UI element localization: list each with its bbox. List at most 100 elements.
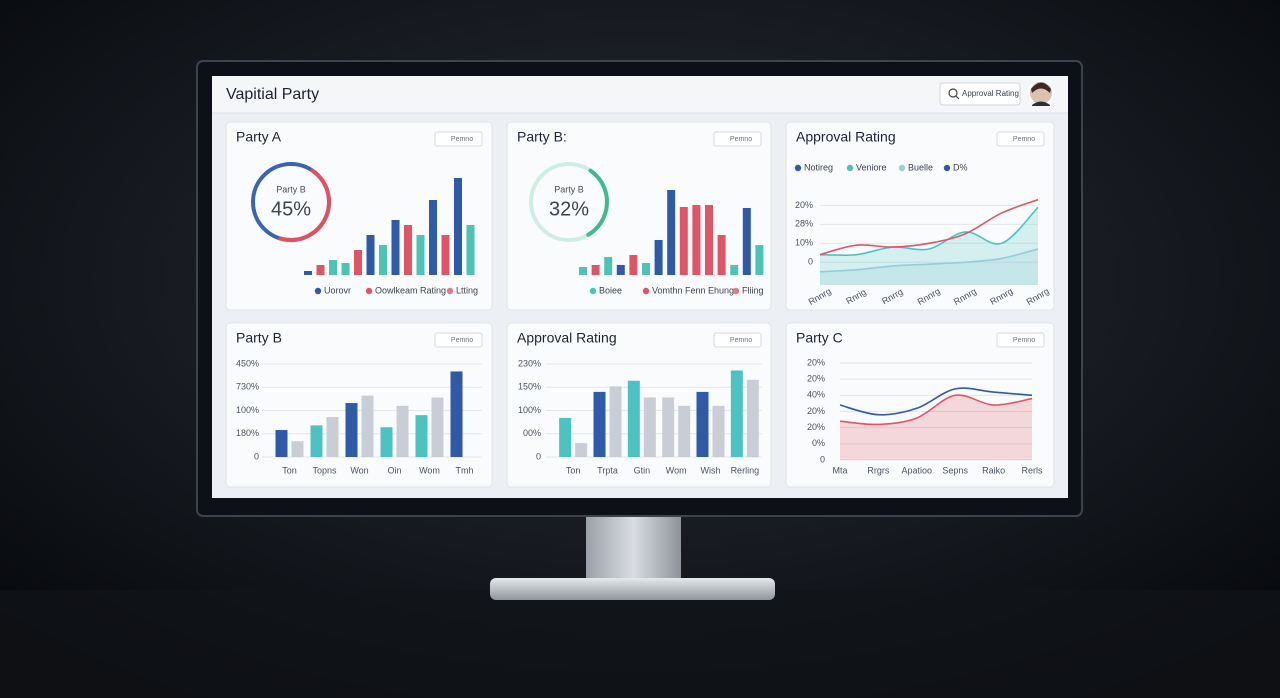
x-tick-label: Ton	[282, 465, 297, 475]
bar	[450, 371, 463, 457]
bar	[712, 405, 725, 457]
x-tick-label: Gtin	[634, 465, 651, 475]
app-title: Vapitial Party	[226, 86, 319, 103]
panel-button-label[interactable]: Pemno	[1013, 337, 1035, 344]
panel-button-label[interactable]: Pemno	[730, 337, 752, 344]
bar	[662, 397, 675, 457]
y-tick-label: 40%	[807, 390, 825, 400]
line	[819, 206, 1039, 257]
bar	[345, 403, 358, 457]
monitor-base	[490, 578, 775, 600]
search-box[interactable]	[939, 82, 1021, 106]
x-tick-label: Trpta	[597, 465, 618, 475]
bar	[559, 417, 572, 457]
bar	[366, 235, 375, 275]
panel-title: Party C	[796, 330, 843, 346]
x-tick-label: Oin	[387, 465, 401, 475]
bar	[604, 257, 613, 275]
panel-button-label[interactable]: Pemno	[451, 136, 473, 143]
line	[839, 394, 1033, 426]
donut-arc	[278, 168, 331, 242]
y-tick-label: 0%	[812, 438, 825, 448]
bar	[291, 441, 304, 457]
bar	[454, 178, 462, 275]
bar	[678, 405, 691, 457]
panel-button[interactable]	[713, 332, 762, 348]
bar	[396, 405, 409, 457]
line	[819, 198, 1039, 256]
bar	[746, 379, 759, 457]
panel-button[interactable]	[434, 131, 483, 147]
panel-title: Party A	[236, 129, 282, 145]
panel-button[interactable]	[996, 332, 1045, 348]
y-tick-label: 450%	[236, 358, 259, 368]
legend-swatch	[732, 287, 740, 295]
panel-button[interactable]	[434, 332, 483, 348]
x-tick-label: Wom	[666, 465, 687, 475]
panel-button[interactable]	[996, 131, 1045, 147]
search-icon-handle	[955, 95, 960, 100]
x-tick-label: Ton	[566, 465, 581, 475]
bar	[579, 267, 587, 275]
legend-swatch	[365, 287, 373, 295]
y-tick-label: 20%	[807, 422, 825, 432]
panel-button-label[interactable]: Pemno	[730, 136, 752, 143]
bar	[679, 207, 688, 275]
line	[819, 248, 1039, 273]
bar	[742, 208, 751, 275]
legend-swatch	[642, 287, 650, 295]
area	[820, 248, 1038, 285]
panel-button[interactable]	[713, 131, 762, 147]
bar	[575, 443, 588, 457]
panel-button-label[interactable]: Pemno	[1013, 136, 1035, 143]
header-bar	[212, 76, 1068, 113]
search-text[interactable]: Approval Rating	[962, 89, 1019, 98]
monitor-neck	[586, 512, 681, 580]
legend-label: Notireg	[804, 162, 833, 172]
y-tick-label: 0	[808, 257, 813, 267]
y-tick-label: 100%	[236, 405, 259, 415]
bar	[380, 427, 393, 457]
panel	[506, 121, 772, 311]
y-tick-label: 10%	[795, 238, 813, 248]
avatar-shirt	[1032, 101, 1050, 106]
y-tick-label: 0	[820, 454, 825, 464]
x-tick-label: Rrgrs	[867, 465, 889, 475]
y-tick-label: 230%	[518, 358, 541, 368]
x-tick-label: Sepns	[942, 465, 968, 475]
x-tick-label: Wish	[701, 465, 721, 475]
bar	[316, 265, 325, 275]
panel-title: Approval Rating	[796, 129, 896, 145]
x-tick-label: Won	[350, 465, 368, 475]
desk	[0, 590, 1280, 698]
bar	[755, 245, 764, 275]
bar	[329, 260, 337, 275]
bar	[415, 415, 428, 457]
bar	[326, 417, 339, 457]
bar	[361, 395, 374, 457]
donut-label: Party B	[276, 184, 306, 194]
panel-button-label[interactable]: Pemno	[451, 337, 473, 344]
bar	[431, 397, 444, 457]
panel-title: Party B:	[517, 129, 567, 145]
bar	[404, 225, 412, 275]
x-tick-label: Wom	[419, 465, 440, 475]
x-tick-label: Rerling	[731, 465, 760, 475]
donut-label: Party B	[554, 184, 584, 194]
bar	[609, 386, 622, 457]
panel	[225, 121, 493, 311]
panel-title: Approval Rating	[517, 330, 617, 346]
bar	[391, 220, 400, 275]
legend-label: Veniore	[856, 162, 887, 172]
legend-swatch	[794, 164, 802, 172]
legend-label: D%	[953, 162, 968, 172]
y-tick-label: 730%	[236, 382, 259, 392]
donut-value: 32%	[549, 198, 589, 220]
legend-swatch	[446, 287, 454, 295]
bar	[717, 235, 726, 275]
legend-swatch	[314, 287, 322, 295]
bar	[696, 391, 709, 457]
y-tick-label: 150%	[518, 382, 541, 392]
bar	[629, 255, 638, 275]
